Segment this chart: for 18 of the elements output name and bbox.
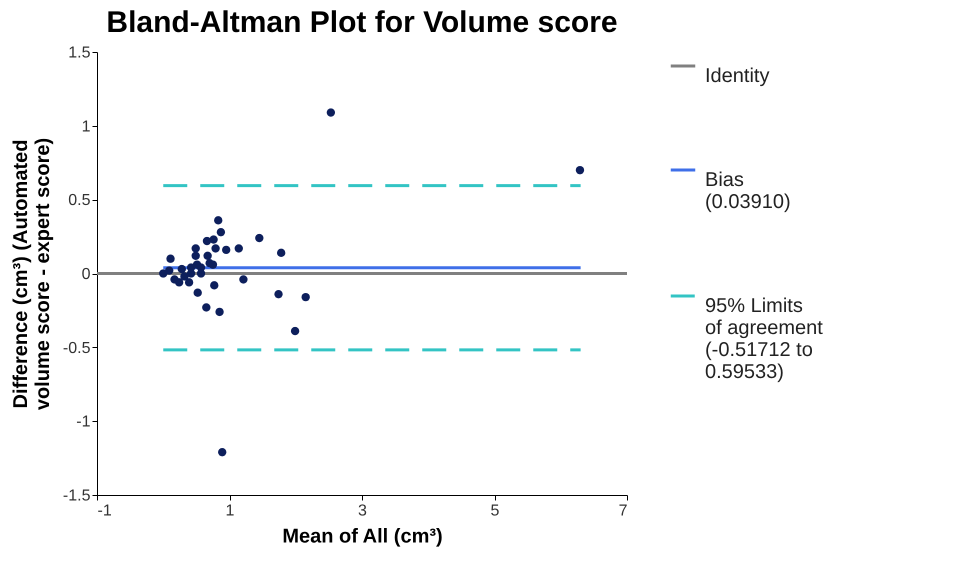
x-tick-label: 7 [618, 502, 628, 520]
y-tick-label: 0 [82, 266, 91, 283]
y-tick-label: -1.5 [62, 488, 91, 504]
y-tick-label: 0.5 [68, 192, 91, 210]
chart-title: Bland-Altman Plot for Volume score [106, 6, 618, 39]
y-tick-label: -1 [76, 414, 91, 431]
y-tick-label: 1 [82, 118, 91, 136]
y-tick-label: -0.5 [62, 340, 91, 357]
legend-label: 95% Limits of agreement (-0.51712 to 0.59533) [705, 295, 824, 383]
y-tick-label: 1.5 [68, 44, 91, 62]
y-axis-title: Difference (cm³) (Automated volume score - expert score) [10, 138, 54, 410]
x-tick-label: 1 [226, 502, 235, 520]
x-tick-label: 3 [358, 502, 368, 520]
x-tick-label: -1 [98, 502, 112, 520]
legend-label: Bias (0.03910) [705, 169, 791, 213]
legend-label: Identity [705, 65, 770, 87]
x-tick-label: 5 [490, 502, 500, 520]
x-axis-title: Mean of All (cm³) [282, 526, 443, 548]
